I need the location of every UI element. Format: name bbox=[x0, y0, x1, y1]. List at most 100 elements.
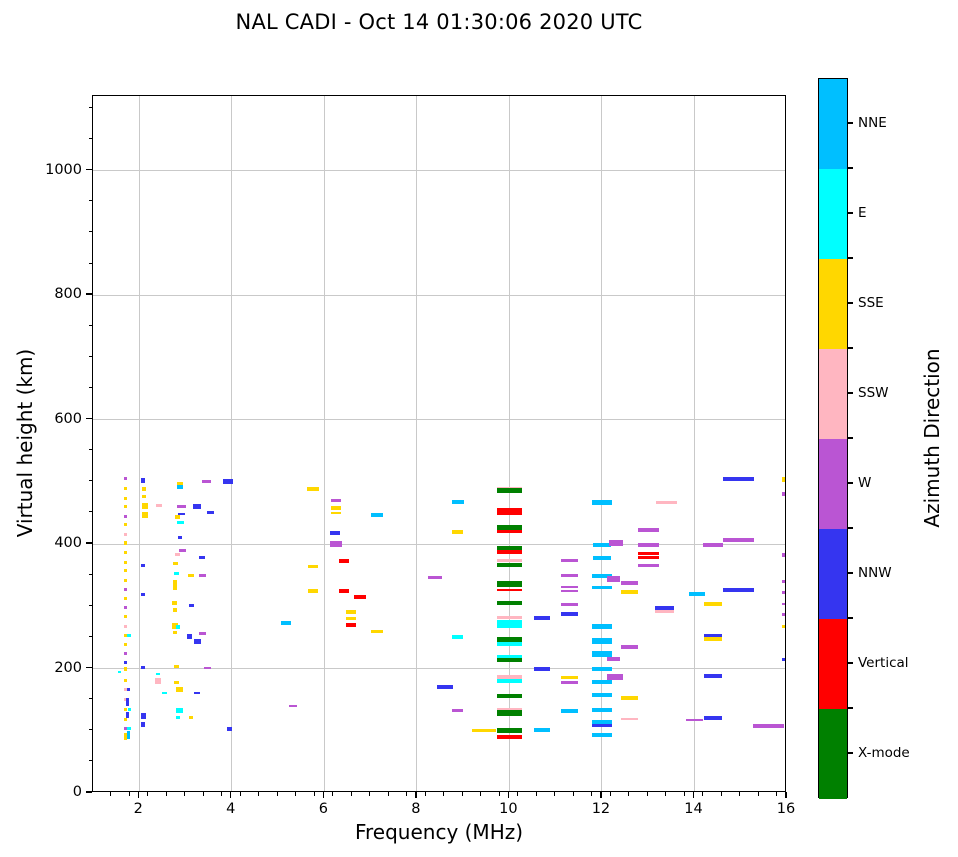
data-mark bbox=[703, 543, 723, 548]
data-mark bbox=[155, 672, 160, 675]
data-mark bbox=[561, 586, 578, 588]
gridline-y bbox=[93, 170, 785, 172]
data-mark bbox=[703, 636, 723, 641]
data-mark bbox=[123, 541, 127, 546]
colorbar-boundary-tick bbox=[848, 617, 853, 619]
data-mark bbox=[496, 616, 523, 619]
y-minor-tick bbox=[88, 604, 92, 606]
y-major-tick bbox=[86, 168, 92, 171]
x-minor-tick bbox=[535, 792, 537, 796]
y-minor-tick bbox=[88, 729, 92, 731]
data-mark bbox=[620, 644, 639, 649]
data-mark bbox=[177, 521, 185, 525]
data-mark bbox=[118, 671, 121, 674]
data-mark bbox=[561, 675, 578, 679]
x-tick-label: 4 bbox=[226, 801, 236, 817]
data-mark bbox=[174, 681, 180, 685]
data-mark bbox=[703, 633, 723, 638]
data-mark bbox=[561, 681, 578, 685]
data-mark bbox=[123, 736, 127, 740]
y-tick-label: 0 bbox=[72, 784, 82, 800]
data-mark bbox=[620, 717, 639, 720]
data-mark bbox=[782, 591, 785, 595]
data-mark bbox=[140, 478, 146, 484]
data-mark bbox=[561, 602, 578, 606]
data-mark bbox=[123, 615, 127, 619]
data-mark bbox=[592, 586, 612, 590]
x-tick-label: 14 bbox=[684, 801, 703, 817]
colorbar-center-tick bbox=[848, 302, 853, 304]
data-mark bbox=[123, 642, 127, 646]
data-mark bbox=[496, 734, 523, 739]
x-minor-tick bbox=[591, 792, 593, 796]
data-mark bbox=[172, 600, 177, 605]
x-minor-tick bbox=[572, 792, 574, 796]
x-minor-tick bbox=[369, 792, 371, 796]
colorbar-segment-ssw bbox=[819, 349, 847, 439]
y-tick-label: 200 bbox=[54, 659, 82, 676]
data-mark bbox=[172, 622, 178, 629]
y-minor-tick bbox=[88, 200, 92, 202]
x-tick-label: 16 bbox=[776, 801, 796, 817]
data-mark bbox=[193, 638, 201, 644]
data-mark bbox=[451, 529, 464, 534]
data-mark bbox=[472, 728, 496, 732]
data-mark bbox=[140, 666, 146, 670]
data-mark bbox=[175, 625, 180, 630]
data-mark bbox=[561, 611, 578, 616]
data-mark bbox=[561, 558, 578, 562]
data-mark bbox=[496, 708, 523, 712]
gridline-x bbox=[508, 96, 510, 791]
data-mark bbox=[330, 511, 341, 514]
y-minor-tick bbox=[88, 386, 92, 388]
data-mark bbox=[223, 479, 234, 485]
data-mark bbox=[593, 543, 611, 548]
data-mark bbox=[496, 524, 523, 530]
x-minor-tick bbox=[739, 792, 741, 796]
data-mark bbox=[123, 708, 127, 712]
colorbar-boundary-tick bbox=[848, 707, 853, 709]
data-mark bbox=[496, 636, 523, 643]
data-mark bbox=[123, 697, 127, 701]
y-minor-tick bbox=[88, 573, 92, 575]
data-mark bbox=[155, 677, 161, 684]
data-mark bbox=[496, 508, 523, 516]
data-mark bbox=[127, 727, 131, 731]
data-mark bbox=[722, 477, 755, 482]
data-mark bbox=[606, 575, 621, 582]
data-mark bbox=[199, 573, 207, 577]
y-minor-tick bbox=[88, 324, 92, 326]
colorbar-tick-label: X-mode bbox=[858, 745, 910, 761]
colorbar-segment-w bbox=[819, 439, 847, 529]
data-mark bbox=[592, 680, 612, 685]
x-tick-label: 2 bbox=[133, 801, 143, 817]
y-tick-label: 1000 bbox=[45, 161, 82, 178]
data-mark bbox=[308, 588, 319, 593]
data-mark bbox=[177, 536, 183, 540]
data-mark bbox=[177, 505, 186, 509]
data-mark bbox=[496, 549, 523, 554]
colorbar-segment-sse bbox=[819, 259, 847, 349]
x-minor-tick bbox=[295, 792, 297, 796]
data-mark bbox=[592, 723, 612, 727]
data-mark bbox=[782, 579, 785, 583]
colorbar-center-tick bbox=[848, 392, 853, 394]
data-mark bbox=[140, 592, 146, 596]
colorbar-segment-x-mode bbox=[819, 709, 847, 799]
x-minor-tick bbox=[387, 792, 389, 796]
colorbar-tick-label: SSW bbox=[858, 385, 889, 401]
colorbar-tick-label: E bbox=[858, 205, 867, 221]
x-minor-tick bbox=[110, 792, 111, 796]
y-tick-label: 600 bbox=[54, 410, 82, 427]
data-mark bbox=[141, 712, 146, 719]
data-mark bbox=[722, 587, 755, 592]
data-mark bbox=[533, 615, 550, 620]
data-mark bbox=[175, 716, 181, 720]
x-major-tick bbox=[137, 792, 139, 798]
data-mark bbox=[561, 708, 578, 713]
data-mark bbox=[496, 658, 523, 663]
x-minor-tick bbox=[646, 792, 648, 796]
x-minor-tick bbox=[128, 792, 130, 796]
x-minor-tick bbox=[720, 792, 722, 796]
data-mark bbox=[127, 634, 131, 638]
